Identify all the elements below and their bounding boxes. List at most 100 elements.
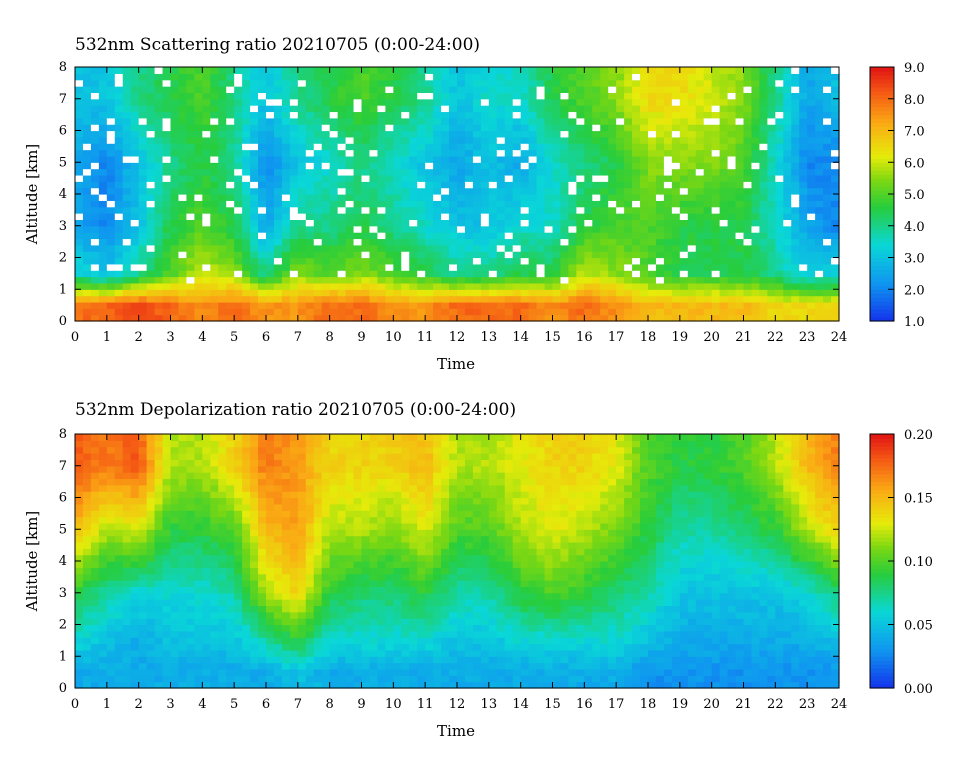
- heatmap-cell: [393, 289, 402, 297]
- heatmap-cell: [75, 630, 84, 638]
- heatmap-cell: [671, 270, 681, 278]
- heatmap-cell: [648, 289, 657, 297]
- heatmap-cell: [146, 440, 156, 448]
- heatmap-cell: [321, 301, 331, 309]
- heatmap-cell: [648, 251, 657, 259]
- heatmap-cell: [162, 561, 172, 568]
- heatmap-cell: [178, 155, 188, 163]
- heatmap-cell: [496, 136, 506, 144]
- heatmap-cell: [536, 232, 546, 240]
- heatmap-cell: [250, 98, 259, 106]
- heatmap-cell: [242, 491, 251, 499]
- heatmap-cell: [695, 155, 705, 163]
- heatmap-cell: [250, 446, 259, 454]
- heatmap-cell: [162, 491, 172, 499]
- heatmap-cell: [90, 105, 100, 113]
- heatmap-cell: [759, 232, 768, 240]
- heatmap-cell: [831, 308, 840, 316]
- heatmap-cell: [640, 289, 649, 297]
- heatmap-cell: [218, 478, 227, 486]
- heatmap-cell: [146, 662, 156, 670]
- heatmap-cell: [234, 649, 243, 657]
- heatmap-cell: [751, 244, 761, 252]
- heatmap-cell: [194, 649, 203, 657]
- heatmap-cell: [273, 200, 283, 208]
- heatmap-cell: [560, 149, 570, 157]
- heatmap-cell: [162, 244, 172, 252]
- colorbar-swatch: [870, 106, 894, 112]
- heatmap-cell: [512, 301, 522, 309]
- heatmap-cell: [218, 105, 227, 113]
- heatmap-cell: [409, 181, 418, 189]
- heatmap-cell: [687, 225, 697, 233]
- heatmap-cell: [170, 270, 180, 278]
- heatmap-cell: [353, 111, 363, 119]
- heatmap-cell: [82, 295, 92, 303]
- heatmap-cell: [441, 143, 450, 151]
- heatmap-cell: [218, 459, 227, 467]
- heatmap-cell: [719, 314, 729, 322]
- heatmap-cell: [186, 130, 195, 138]
- heatmap-cell: [377, 238, 386, 246]
- heatmap-cell: [218, 79, 227, 87]
- heatmap-cell: [170, 79, 180, 87]
- heatmap-cell: [122, 251, 132, 259]
- heatmap-cell: [775, 219, 784, 227]
- heatmap-cell: [82, 181, 92, 189]
- heatmap-cell: [433, 295, 442, 303]
- heatmap-cell: [337, 308, 347, 316]
- heatmap-cell: [496, 225, 506, 233]
- colorbar-swatch: [870, 74, 894, 80]
- heatmap-cell: [75, 472, 84, 480]
- heatmap-cell: [202, 618, 211, 626]
- heatmap-cell: [345, 174, 355, 182]
- heatmap-cell: [361, 168, 371, 176]
- heatmap-cell: [600, 244, 609, 252]
- heatmap-cell: [122, 605, 132, 613]
- heatmap-cell: [337, 168, 347, 176]
- heatmap-cell: [799, 111, 808, 119]
- heatmap-cell: [457, 276, 466, 284]
- heatmap-cell: [154, 510, 164, 518]
- heatmap-cell: [242, 554, 251, 562]
- heatmap-cell: [576, 238, 585, 246]
- heatmap-cell: [425, 232, 434, 240]
- heatmap-cell: [536, 308, 546, 316]
- heatmap-cell: [719, 251, 729, 259]
- heatmap-cell: [576, 174, 585, 182]
- heatmap-cell: [170, 314, 180, 322]
- heatmap-cell: [266, 73, 275, 81]
- heatmap-cell: [289, 282, 299, 290]
- heatmap-cell: [576, 232, 585, 240]
- heatmap-cell: [767, 314, 776, 322]
- heatmap-cell: [488, 238, 498, 246]
- heatmap-cell: [592, 105, 601, 113]
- heatmap-cell: [520, 117, 530, 125]
- heatmap-cell: [457, 263, 466, 271]
- heatmap-cell: [632, 225, 641, 233]
- heatmap-cell: [337, 289, 347, 297]
- heatmap-cell: [496, 168, 506, 176]
- heatmap-cell: [242, 580, 251, 587]
- heatmap-cell: [464, 86, 474, 93]
- heatmap-cell: [146, 554, 156, 562]
- heatmap-cell: [695, 282, 705, 290]
- heatmap-cell: [655, 105, 665, 113]
- heatmap-cell: [640, 225, 649, 233]
- heatmap-cell: [210, 149, 219, 157]
- heatmap-cell: [234, 529, 243, 537]
- heatmap-cell: [385, 238, 394, 246]
- heatmap-cell: [496, 200, 506, 208]
- heatmap-cell: [106, 465, 116, 473]
- colorbar-swatch: [870, 313, 894, 318]
- heatmap-cell: [146, 238, 156, 246]
- heatmap-cell: [329, 219, 339, 227]
- x-tick-label: 9: [357, 330, 365, 345]
- heatmap-cell: [258, 232, 267, 240]
- heatmap-cell: [313, 238, 323, 246]
- heatmap-cell: [114, 257, 124, 265]
- heatmap-cell: [608, 276, 617, 284]
- heatmap-cell: [186, 263, 195, 271]
- heatmap-cell: [90, 567, 100, 575]
- heatmap-cell: [194, 561, 203, 568]
